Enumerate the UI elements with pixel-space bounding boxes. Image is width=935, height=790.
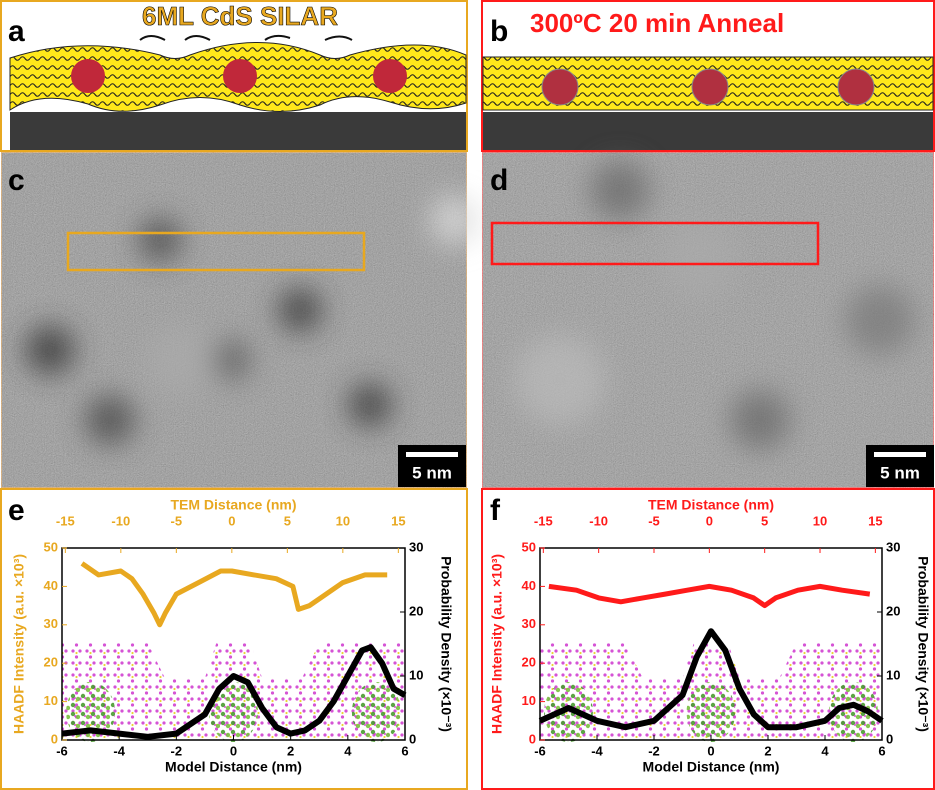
y2-tick-label: 10 [409,667,423,682]
x-tick-label: 6 [401,743,408,758]
panel-title: 6ML CdS SILAR [142,1,338,31]
y-axis-label: HAADF Intensity (a.u. ×10³) [11,554,27,734]
x2-tick-label: 0 [706,513,713,528]
y2-axis-label: Probability Density (×10⁻³) [438,556,454,732]
y-tick-label: 30 [44,616,58,631]
x2-tick-label: -5 [648,513,660,528]
x-tick-label: 0 [230,743,237,758]
x2-tick-label: 5 [761,513,768,528]
x-tick-label: -4 [113,743,125,758]
x-axis-label: Model Distance (nm) [165,759,302,775]
x-tick-label: -2 [648,743,660,758]
y2-tick-label: 0 [409,731,416,746]
y-tick-label: 50 [44,539,58,554]
y-tick-label: 20 [44,655,58,670]
x-axis-label: Model Distance (nm) [643,759,780,775]
y-tick-label: 40 [44,578,58,593]
scale-bar-label: 5 nm [880,463,920,482]
series-line [82,563,387,624]
x-tick-label: 6 [878,743,885,758]
y2-axis-label: Probability Density (×10⁻³) [915,556,931,732]
y2-tick-label: 30 [886,539,900,554]
y2-tick-label: 10 [886,667,900,682]
core-model [687,682,736,742]
y-tick-label: 10 [522,693,536,708]
x2-tick-label: -15 [56,513,75,528]
core-model [544,682,593,742]
x2-axis-label: TEM Distance (nm) [170,497,296,513]
y2-tick-label: 20 [886,603,900,618]
series-line [549,586,870,605]
panel-letter: d [490,164,508,197]
x2-tick-label: -10 [111,513,130,528]
x-tick-label: 4 [821,743,829,758]
y-tick-label: 40 [522,578,536,593]
panel-letter: c [8,164,25,197]
y2-tick-label: 20 [409,603,423,618]
x2-tick-label: -15 [534,513,553,528]
x-tick-label: -4 [591,743,603,758]
x-tick-label: 2 [764,743,771,758]
x2-tick-label: 0 [228,513,235,528]
y-tick-label: 0 [529,731,536,746]
y-tick-label: 20 [522,655,536,670]
x-tick-label: 2 [287,743,294,758]
scale-bar-label: 5 nm [412,463,452,482]
panel-letter: b [490,15,508,48]
y2-tick-label: 30 [409,539,423,554]
y-tick-label: 30 [522,616,536,631]
x2-tick-label: 15 [868,513,882,528]
y2-tick-label: 0 [886,731,893,746]
panel-letter: a [8,15,25,48]
x2-tick-label: 10 [813,513,827,528]
panel-title: 300ºC 20 min Anneal [530,8,784,38]
panel-d [482,152,934,488]
x2-tick-label: 10 [336,513,350,528]
x-tick-label: -2 [171,743,183,758]
y-tick-label: 0 [51,731,58,746]
x2-tick-label: 5 [284,513,291,528]
x2-tick-label: -10 [589,513,608,528]
x-tick-label: 4 [344,743,352,758]
y-tick-label: 10 [44,693,58,708]
x-tick-label: 0 [707,743,714,758]
panel-letter: f [490,494,501,527]
x2-axis-label: TEM Distance (nm) [648,497,774,513]
panel-c [1,152,480,488]
panel-letter: e [8,494,25,527]
x2-tick-label: 15 [391,513,405,528]
y-tick-label: 50 [522,539,536,554]
x2-tick-label: -5 [171,513,183,528]
y-axis-label: HAADF Intensity (a.u. ×10³) [489,554,505,734]
figure: a 6ML CdS SILAR b 300ºC 20 min Anneal c … [0,0,935,790]
